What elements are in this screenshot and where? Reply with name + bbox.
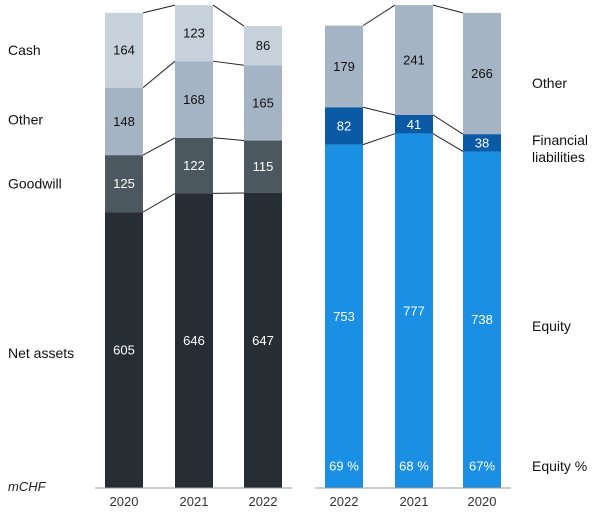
value-label-cash-2022: 86 [256,38,270,53]
value-label-net-assets-2022: 647 [252,333,274,348]
bar-other-2020-c1 [105,87,143,156]
bar-equity-2020-c2 [463,151,501,489]
bar-goodwill-2022-c1 [244,140,282,193]
bar-cash-2021-c1 [175,5,213,62]
tick-label-2021-c2: 2021 [400,494,429,509]
connector-lines [142,4,464,213]
equity-percent-2021: 68 % [399,459,429,474]
series-label-net-assets-c1: Net assets [8,345,74,361]
bar-other-2021-c2 [395,5,433,115]
value-label-goodwill-2022: 115 [253,159,274,174]
tick-label-2022-c2: 2022 [330,494,359,509]
value-label-other-2020: 266 [471,66,493,81]
value-label-financial-liabilities-2021: 41 [407,117,421,132]
series-label-financial-liabilities: Financial liabilities [532,132,588,165]
series-label-other-c1: Other [8,111,43,127]
bar-cash-2020-c1 [105,12,143,88]
series-label-equity-percent: Equity % [532,458,587,474]
axes: 2020 2021 2022 2022 2021 2020 [95,487,511,509]
bar-net-assets-2021-c1 [175,193,213,488]
connector-line [432,114,464,135]
tick-label-2021-c1: 2021 [180,494,209,509]
value-label-equity-2022: 753 [333,309,355,324]
bar-segments [105,5,501,489]
value-label-financial-liabilities-2020: 38 [475,135,489,150]
bar-financial-liabilities-2021-c2 [395,114,433,134]
bar-financial-liabilities-2022-c2 [325,107,363,145]
connector-line [362,133,396,146]
equity-percent-2020: 67% [469,459,495,474]
series-label-goodwill-c1: Goodwill [8,176,62,192]
tick-label-2020-c2: 2020 [468,494,497,509]
tick-label-2022-c1: 2022 [249,494,278,509]
bar-cash-2022-c1 [244,26,282,66]
value-label-net-assets-2020: 605 [113,343,135,358]
bar-other-2022-c1 [244,65,282,141]
bar-net-assets-2020-c1 [105,212,143,488]
connector-line [362,106,396,116]
value-labels: 605 125 148 164 646 122 168 123 647 115 165 86 753 82… [113,26,495,474]
value-label-financial-liabilities-2022: 82 [337,118,351,133]
value-label-cash-2020: 164 [113,43,135,58]
connector-line [212,60,245,66]
bar-equity-2021-c2 [395,133,433,489]
value-label-goodwill-2020: 125 [113,176,135,191]
connector-line [142,60,176,89]
value-label-other-2022: 165 [252,95,274,110]
value-label-other-2021: 241 [403,53,425,68]
connector-line [142,192,176,213]
bar-other-2022-c2 [325,25,363,108]
value-label-other-2022: 179 [333,59,355,74]
value-label-other-2021: 168 [183,92,205,107]
connector-line [212,4,245,27]
connector-line [432,133,464,152]
tick-label-2020-c1: 2020 [110,494,139,509]
bar-financial-liabilities-2020-c2 [463,134,501,152]
series-label-equity-c2: Equity [532,318,571,334]
bar-net-assets-2022-c1 [244,192,282,488]
equity-percent-2022: 69 % [329,459,359,474]
unit-label: mCHF [8,479,47,494]
value-label-equity-2020: 738 [471,312,493,327]
connector-line [142,137,176,156]
series-label-other-c2: Other [532,75,567,91]
value-label-goodwill-2021: 122 [183,158,205,173]
value-label-other-2020: 148 [113,114,135,129]
bar-goodwill-2021-c1 [175,137,213,194]
connector-line [362,4,396,27]
connector-line [212,137,245,142]
value-label-equity-2021: 777 [403,303,425,318]
value-label-net-assets-2021: 646 [183,333,205,348]
connector-line [142,4,176,14]
bar-other-2020-c2 [463,12,501,135]
series-labels: Net assets Goodwill Other Cash Equity Financi… [8,42,588,474]
bar-goodwill-2020-c1 [105,155,143,213]
bar-equity-2022-c2 [325,144,363,488]
series-label-cash-c1: Cash [8,42,41,58]
bar-other-2021-c1 [175,61,213,138]
connector-line [432,4,464,14]
value-label-cash-2021: 123 [183,26,205,41]
